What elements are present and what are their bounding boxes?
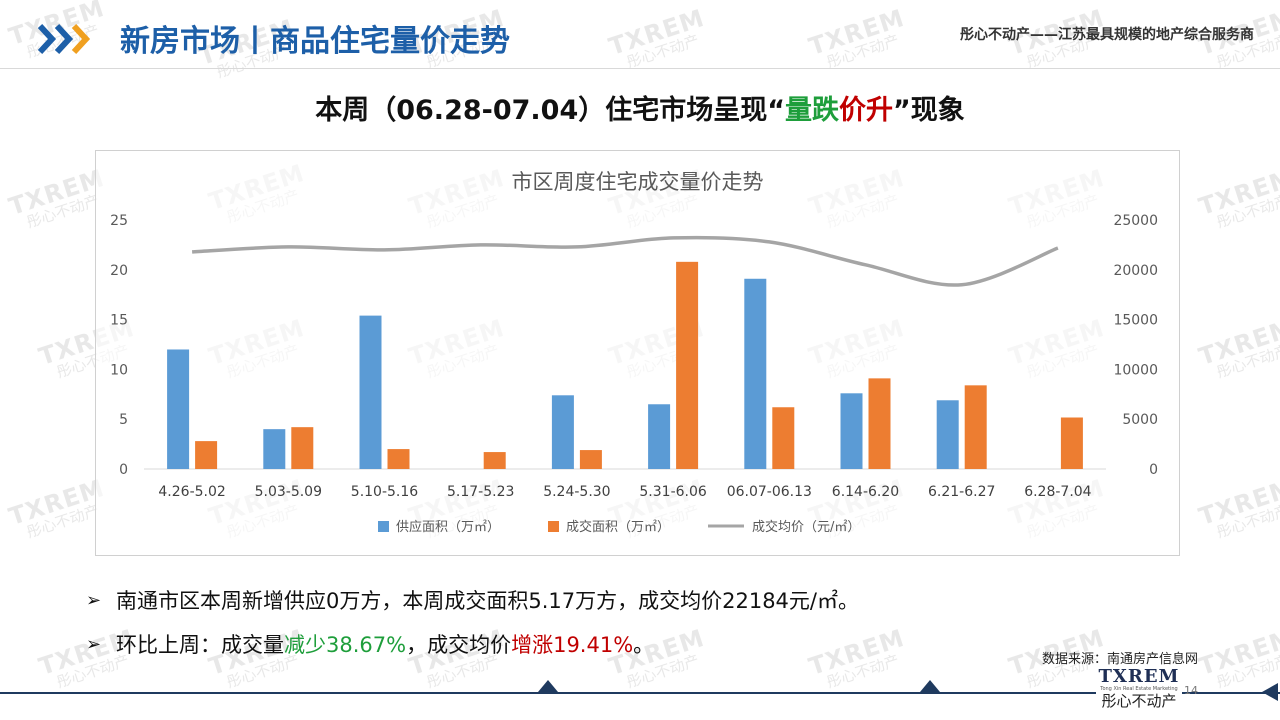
supply-bar xyxy=(840,393,863,469)
chart-container: 市区周度住宅成交量价走势 0 5 10 15 20 25 0 5000 10000 15000 200… xyxy=(95,150,1180,556)
deal-bar xyxy=(868,378,891,469)
logo-subtitle: Tong Xin Real Estate Marketing xyxy=(1100,686,1178,692)
supply-bar xyxy=(936,400,959,469)
y-left-tick-label: 10 xyxy=(110,362,128,378)
bullet-text-prefix: 环比上周：成交量 xyxy=(116,633,284,657)
legend-swatch xyxy=(548,521,559,532)
bullet-list: ➢ 南通市区本周新增供应0万方，本周成交面积5.17万方，成交均价22184元/… xyxy=(86,578,859,666)
bullet-item: ➢ 环比上周：成交量 减少38.67% ，成交均价 增涨19.41%。 xyxy=(86,622,859,666)
headline: 本周（06.28-07.04）住宅市场呈现“量跌价升”现象 xyxy=(0,88,1280,127)
deal-bar xyxy=(964,385,987,469)
headline-suffix: ”现象 xyxy=(893,95,965,126)
company-slogan: 彤心不动产——江苏最具规模的地产综合服务商 xyxy=(960,27,1254,43)
footer-triangle-icon xyxy=(538,680,558,692)
supply-bar xyxy=(648,404,671,469)
volume-price-chart: 市区周度住宅成交量价走势 0 5 10 15 20 25 0 5000 10000 15000 200… xyxy=(110,170,1158,535)
legend-label: 供应面积（万㎡） xyxy=(396,519,500,535)
deal-bar xyxy=(387,449,410,469)
logo-text: TXREM xyxy=(1098,666,1180,687)
headline-price-up: 价升 xyxy=(839,95,893,126)
bullet-item: ➢ 南通市区本周新增供应0万方，本周成交面积5.17万方，成交均价22184元/… xyxy=(86,578,859,622)
watermark-brand: TXREM xyxy=(5,163,108,221)
legend-swatch xyxy=(378,521,389,532)
y-left-tick-label: 15 xyxy=(110,313,128,329)
legend-label: 成交面积（万㎡） xyxy=(566,519,670,535)
logo-cn: 彤心不动产 xyxy=(1101,692,1177,710)
watermark-cn: 彤心不动产 xyxy=(1214,191,1280,232)
bullet-text-suffix: 。 xyxy=(633,633,655,657)
page-number: 14 xyxy=(1184,684,1198,697)
deal-bar xyxy=(195,441,218,469)
footer-triangle-icon xyxy=(920,680,940,692)
y-left-tick-label: 5 xyxy=(119,412,128,428)
chevrons-icon xyxy=(38,23,91,55)
watermark-cn: 彤心不动产 xyxy=(1214,501,1280,542)
y-left-tick-label: 25 xyxy=(110,213,128,229)
footer-arrow-icon xyxy=(1262,683,1278,701)
x-tick-label: 06.07-06.13 xyxy=(727,484,812,500)
x-tick-label: 5.10-5.16 xyxy=(351,484,418,500)
chart-title: 市区周度住宅成交量价走势 xyxy=(512,170,764,194)
y-left-tick-label: 0 xyxy=(119,462,128,478)
price-line xyxy=(192,235,1059,287)
x-tick-label: 6.14-6.20 xyxy=(832,484,899,500)
deal-bar xyxy=(676,261,699,469)
watermark-cn: 彤心不动产 xyxy=(1214,341,1280,382)
deal-bar xyxy=(291,427,314,469)
header: 新房市场丨商品住宅量价走势 彤心不动产——江苏最具规模的地产综合服务商 xyxy=(0,0,1280,70)
headline-volume-down: 量跌 xyxy=(785,95,839,126)
y-right-tick-label: 0 xyxy=(1149,462,1158,478)
x-tick-label: 5.31-6.06 xyxy=(639,484,706,500)
price-change: 增涨19.41% xyxy=(511,633,634,657)
supply-bar xyxy=(359,315,382,469)
bullet-arrow-icon: ➢ xyxy=(86,633,102,655)
deal-bar xyxy=(483,452,506,469)
deal-bar xyxy=(772,407,795,469)
deal-bar xyxy=(1060,417,1083,469)
supply-bar xyxy=(263,429,286,469)
x-tick-label: 6.28-7.04 xyxy=(1024,484,1091,500)
volume-change: 减少38.67% xyxy=(284,633,407,657)
watermark-brand: TXREM xyxy=(1195,473,1280,531)
page-title: 新房市场丨商品住宅量价走势 xyxy=(120,24,510,59)
supply-bar xyxy=(167,349,190,469)
y-right-tick-label: 15000 xyxy=(1113,313,1158,329)
supply-bar xyxy=(744,278,767,469)
watermark-brand: TXREM xyxy=(1195,623,1280,681)
headline-prefix: 本周（06.28-07.04）住宅市场呈现“ xyxy=(315,95,785,126)
y-right-tick-label: 25000 xyxy=(1113,213,1158,229)
bullet-text-mid: ，成交均价 xyxy=(406,633,512,657)
footer-rule xyxy=(0,692,1280,694)
watermark-brand: TXREM xyxy=(1195,163,1280,221)
watermark-brand: TXREM xyxy=(5,473,108,531)
y-left-tick-label: 20 xyxy=(110,263,128,279)
supply-bar xyxy=(551,395,574,469)
bullet-text: 南通市区本周新增供应0万方，本周成交面积5.17万方，成交均价22184元/㎡。 xyxy=(116,589,859,613)
bullet-arrow-icon: ➢ xyxy=(86,589,102,611)
x-tick-label: 6.21-6.27 xyxy=(928,484,995,500)
x-tick-label: 5.17-5.23 xyxy=(447,484,514,500)
deal-bar xyxy=(579,450,602,469)
x-tick-label: 5.24-5.30 xyxy=(543,484,610,500)
header-divider xyxy=(0,68,1280,69)
data-source: 数据来源：南通房产信息网 xyxy=(1041,652,1198,667)
y-right-tick-label: 5000 xyxy=(1122,412,1158,428)
legend-label: 成交均价（元/㎡） xyxy=(752,519,860,535)
x-tick-label: 5.03-5.09 xyxy=(255,484,322,500)
watermark-brand: TXREM xyxy=(1195,313,1280,371)
company-logo: TXREM Tong Xin Real Estate Marketing 彤心不… xyxy=(1096,668,1182,710)
y-right-tick-label: 20000 xyxy=(1113,263,1158,279)
x-tick-label: 4.26-5.02 xyxy=(158,484,225,500)
y-right-tick-label: 10000 xyxy=(1113,362,1158,378)
